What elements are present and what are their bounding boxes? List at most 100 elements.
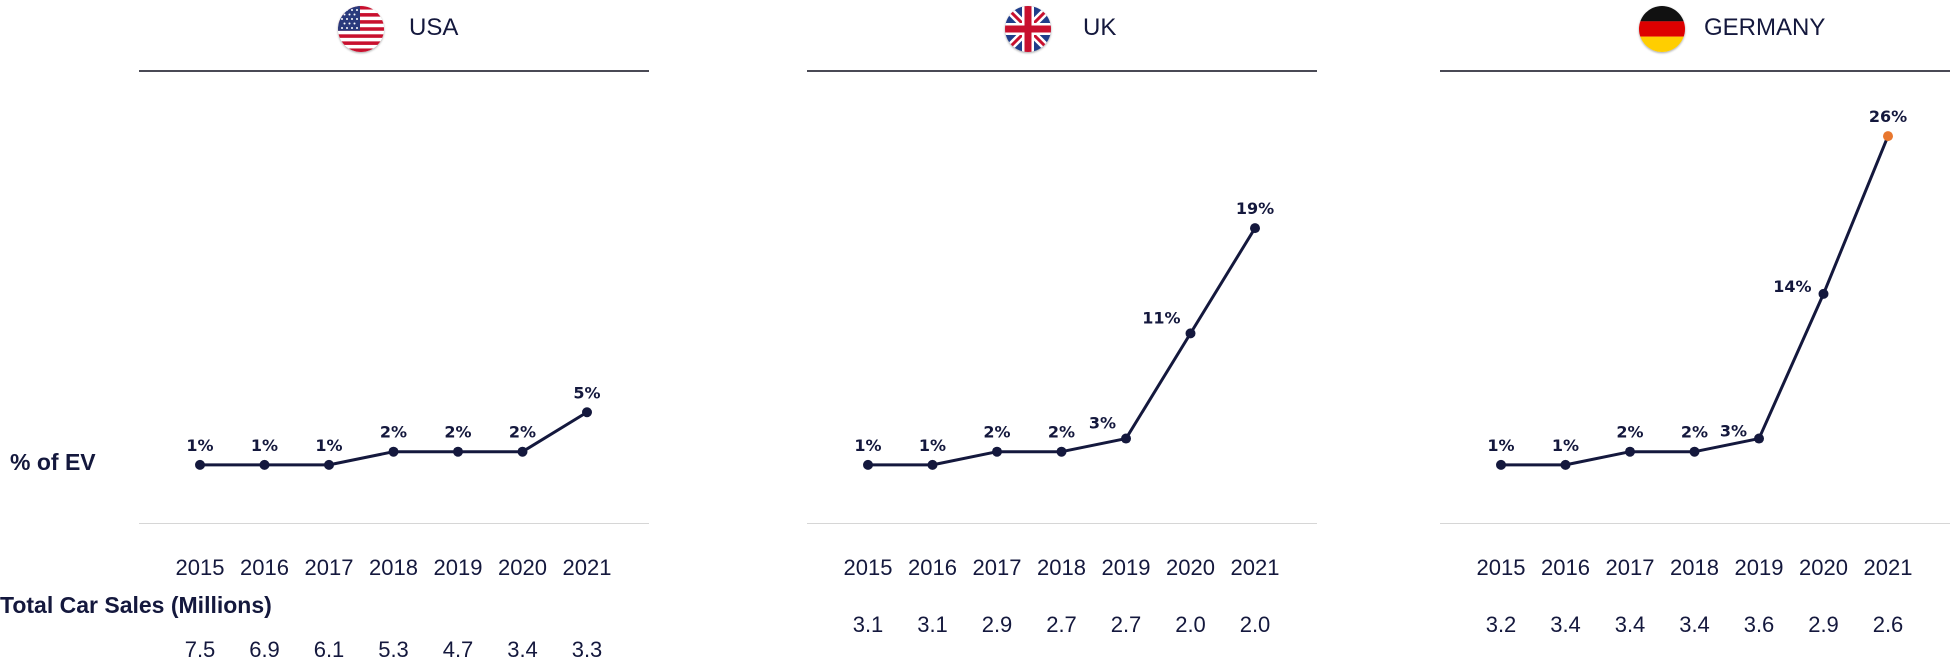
usa-panel: USA 1% 1% 1% 2% 2% 2% 5% 2015 2016 2017 2018 2019 20…: [139, 0, 649, 670]
data-label: 1%: [1487, 436, 1514, 455]
car-sales-value: 3.1: [917, 612, 948, 637]
year-tick-label: 2021: [1231, 555, 1280, 580]
country-name: UK: [1083, 14, 1117, 41]
data-label: 1%: [854, 436, 881, 455]
sales-row: 7.5 6.9 6.1 5.3 4.7 3.4 3.3: [139, 637, 649, 667]
chart-baseline: [139, 523, 649, 524]
data-point: [1056, 446, 1067, 457]
data-label: 14%: [1773, 277, 1811, 296]
data-point: [1250, 223, 1260, 234]
chart-baseline: [1440, 523, 1950, 524]
data-label: 11%: [1142, 308, 1180, 327]
data-label: 2%: [983, 423, 1010, 442]
car-sales-value: 2.7: [1110, 612, 1142, 637]
car-sales-value: 2.6: [1872, 612, 1904, 637]
car-sales-value: 2.9: [981, 612, 1013, 637]
car-sales-value: 2.7: [1046, 612, 1077, 637]
year-tick-label: 2017: [1606, 555, 1655, 580]
ev-share-axis-label: % of EV: [10, 449, 96, 475]
car-sales-value: 2.0: [1239, 612, 1271, 637]
car-sales-value: 3.3: [571, 637, 603, 662]
data-label: 19%: [1236, 199, 1274, 218]
data-point: [582, 407, 592, 418]
data-point: [195, 459, 205, 470]
car-sales-value: 3.1: [852, 612, 884, 637]
ev-share-line: [1501, 135, 1890, 467]
data-point: [1185, 328, 1196, 339]
year-tick-label: 2016: [240, 555, 289, 580]
germany-panel: GERMANY 1% 1% 2% 2% 3% 14% 26% 2015 2016 2017 2018…: [1440, 0, 1950, 670]
data-point: [453, 446, 463, 457]
year-tick-label: 2018: [1037, 555, 1086, 580]
data-point: [1121, 433, 1131, 444]
year-tick-label: 2019: [1735, 555, 1784, 580]
usa-ev-line-chart: 1% 1% 1% 2% 2% 2% 5% 2015 2016 2017 2018 2019 2020 20…: [176, 383, 612, 580]
car-sales-value: 7.5: [184, 637, 216, 662]
data-point: [1754, 433, 1764, 444]
year-tick-label: 2018: [369, 555, 418, 580]
year-tick-label: 2015: [844, 555, 893, 580]
usa-flag-icon: [338, 6, 384, 52]
data-label: 2%: [1681, 423, 1708, 442]
car-sales-value: 3.4: [1679, 612, 1710, 637]
year-tick-label: 2017: [305, 555, 354, 580]
car-sales-value: 3.2: [1485, 612, 1517, 637]
data-label: 2%: [380, 423, 407, 442]
year-tick-label: 2015: [176, 555, 225, 580]
car-sales-value: 2.0: [1175, 612, 1206, 637]
data-label: 26%: [1869, 107, 1907, 126]
year-tick-label: 2019: [1102, 555, 1151, 580]
sales-row: 3.2 3.4 3.4 3.4 3.6 2.9 2.6: [1440, 612, 1950, 642]
data-point: [517, 446, 528, 457]
year-tick-label: 2020: [1166, 555, 1215, 580]
data-point: [1560, 459, 1571, 470]
data-label: 2%: [444, 423, 471, 442]
data-point: [1883, 131, 1893, 142]
car-sales-value: 3.4: [507, 637, 538, 662]
year-tick-label: 2016: [1541, 555, 1590, 580]
year-tick-label: 2021: [563, 555, 612, 580]
country-name: USA: [409, 14, 459, 41]
data-point: [992, 446, 1002, 457]
data-point: [388, 446, 399, 457]
car-sales-value: 2.9: [1808, 612, 1839, 637]
data-label: 5%: [573, 383, 600, 402]
data-label: 3%: [1089, 414, 1116, 433]
sales-row: 3.1 3.1 2.9 2.7 2.7 2.0 2.0: [807, 612, 1317, 642]
data-label: 2%: [1616, 423, 1643, 442]
data-label: 3%: [1720, 422, 1747, 441]
year-tick-label: 2016: [908, 555, 957, 580]
data-point: [863, 459, 873, 470]
car-sales-value: 4.7: [442, 637, 474, 662]
data-point: [1689, 446, 1700, 457]
data-point: [1625, 446, 1635, 457]
panel-header: USA: [139, 0, 649, 72]
chart-baseline: [807, 523, 1317, 524]
car-sales-value: 3.4: [1614, 612, 1646, 637]
data-label: 2%: [1048, 423, 1075, 442]
car-sales-row-label: Total Car Sales (Millions): [0, 592, 272, 618]
data-point: [324, 459, 334, 470]
data-label: 1%: [186, 436, 213, 455]
data-label: 1%: [919, 436, 946, 455]
car-sales-value: 6.1: [313, 637, 345, 662]
year-tick-label: 2018: [1670, 555, 1719, 580]
uk-ev-line-chart: 1% 1% 2% 2% 3% 11% 19% 2015 2016 2017 2018 2019 2020…: [844, 199, 1280, 580]
data-label: 1%: [315, 436, 342, 455]
car-sales-value: 3.6: [1743, 612, 1775, 637]
data-point: [259, 459, 270, 470]
year-tick-label: 2017: [973, 555, 1022, 580]
germany-ev-line-chart: 1% 1% 2% 2% 3% 14% 26% 2015 2016 2017 2018 2019 2020…: [1477, 107, 1913, 580]
year-tick-label: 2021: [1864, 555, 1913, 580]
data-label: 2%: [509, 423, 536, 442]
panel-header: UK: [807, 0, 1317, 72]
panel-header: GERMANY: [1440, 0, 1950, 72]
car-sales-value: 3.4: [1550, 612, 1581, 637]
year-tick-label: 2020: [498, 555, 547, 580]
year-tick-label: 2015: [1477, 555, 1526, 580]
country-name: GERMANY: [1704, 14, 1826, 41]
year-tick-label: 2019: [434, 555, 483, 580]
data-point: [1818, 288, 1829, 299]
car-sales-value: 5.3: [378, 637, 409, 662]
car-sales-value: 6.9: [249, 637, 280, 662]
